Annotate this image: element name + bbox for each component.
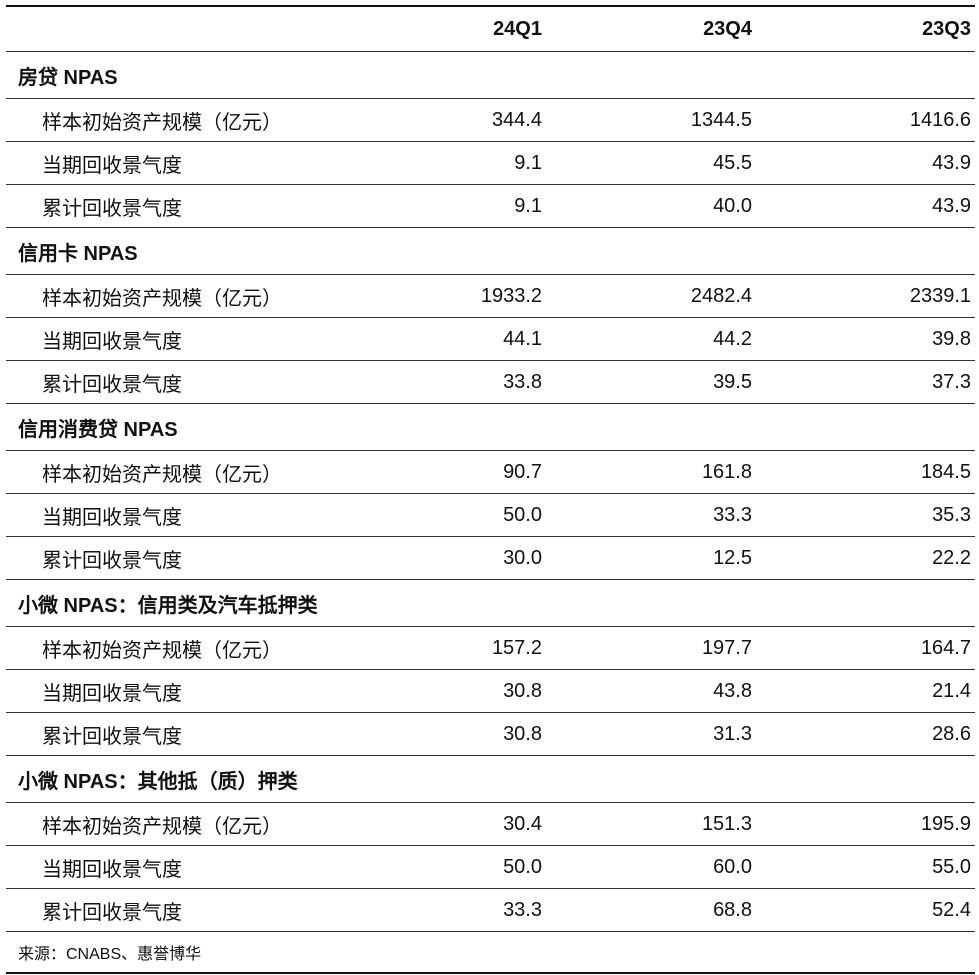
cell-value: 161.8 (546, 450, 756, 494)
column-header: 23Q3 (756, 7, 975, 52)
column-header: 24Q1 (346, 7, 546, 52)
source-note: 来源：CNABS、惠誉博华 (6, 931, 975, 974)
header-blank-cell (6, 7, 346, 52)
row-label: 累计回收景气度 (6, 536, 346, 580)
cell-value: 50.0 (346, 845, 546, 889)
table-row: 样本初始资产规模（亿元） 90.7 161.8 184.5 (6, 450, 975, 494)
cell-value: 151.3 (546, 802, 756, 846)
cell-value: 43.9 (756, 184, 975, 228)
cell-value: 39.8 (756, 317, 975, 361)
row-label: 当期回收景气度 (6, 669, 346, 713)
row-label: 当期回收景气度 (6, 141, 346, 185)
cell-value: 21.4 (756, 669, 975, 713)
section-header-row: 房贷 NPAS (6, 51, 975, 99)
source-row: 来源：CNABS、惠誉博华 (6, 931, 975, 974)
section-header-row: 小微 NPAS：其他抵（质）押类 (6, 755, 975, 803)
table-row: 累计回收景气度 30.0 12.5 22.2 (6, 536, 975, 580)
row-label: 当期回收景气度 (6, 493, 346, 537)
cell-value: 30.8 (346, 712, 546, 756)
cell-value: 197.7 (546, 626, 756, 670)
section-header-row: 信用消费贷 NPAS (6, 403, 975, 451)
cell-value: 12.5 (546, 536, 756, 580)
table-row: 累计回收景气度 33.3 68.8 52.4 (6, 888, 975, 932)
cell-value: 50.0 (346, 493, 546, 537)
cell-value: 31.3 (546, 712, 756, 756)
npas-recovery-table: 24Q1 23Q4 23Q3 房贷 NPAS 样本初始资产规模（亿元） 344.… (6, 7, 975, 974)
cell-value: 33.3 (546, 493, 756, 537)
cell-value: 55.0 (756, 845, 975, 889)
cell-value: 9.1 (346, 184, 546, 228)
section-title: 小微 NPAS：信用类及汽车抵押类 (6, 579, 975, 627)
row-label: 当期回收景气度 (6, 845, 346, 889)
cell-value: 28.6 (756, 712, 975, 756)
section-header-row: 信用卡 NPAS (6, 227, 975, 275)
table-row: 样本初始资产规模（亿元） 344.4 1344.5 1416.6 (6, 98, 975, 142)
row-label: 当期回收景气度 (6, 317, 346, 361)
table-row: 累计回收景气度 33.8 39.5 37.3 (6, 360, 975, 404)
column-header: 23Q4 (546, 7, 756, 52)
row-label: 样本初始资产规模（亿元） (6, 802, 346, 846)
table-row: 样本初始资产规模（亿元） 157.2 197.7 164.7 (6, 626, 975, 670)
table-row: 累计回收景气度 9.1 40.0 43.9 (6, 184, 975, 228)
section-header-row: 小微 NPAS：信用类及汽车抵押类 (6, 579, 975, 627)
table-row: 累计回收景气度 30.8 31.3 28.6 (6, 712, 975, 756)
table-row: 当期回收景气度 50.0 60.0 55.0 (6, 845, 975, 889)
cell-value: 68.8 (546, 888, 756, 932)
section-title: 信用卡 NPAS (6, 227, 975, 275)
cell-value: 90.7 (346, 450, 546, 494)
cell-value: 1416.6 (756, 98, 975, 142)
cell-value: 22.2 (756, 536, 975, 580)
cell-value: 30.0 (346, 536, 546, 580)
cell-value: 1933.2 (346, 274, 546, 318)
row-label: 样本初始资产规模（亿元） (6, 98, 346, 142)
row-label: 样本初始资产规模（亿元） (6, 274, 346, 318)
cell-value: 52.4 (756, 888, 975, 932)
cell-value: 157.2 (346, 626, 546, 670)
cell-value: 2339.1 (756, 274, 975, 318)
table-row: 样本初始资产规模（亿元） 1933.2 2482.4 2339.1 (6, 274, 975, 318)
cell-value: 1344.5 (546, 98, 756, 142)
cell-value: 30.4 (346, 802, 546, 846)
cell-value: 30.8 (346, 669, 546, 713)
cell-value: 2482.4 (546, 274, 756, 318)
cell-value: 43.9 (756, 141, 975, 185)
cell-value: 9.1 (346, 141, 546, 185)
cell-value: 40.0 (546, 184, 756, 228)
table-row: 当期回收景气度 9.1 45.5 43.9 (6, 141, 975, 185)
cell-value: 60.0 (546, 845, 756, 889)
cell-value: 344.4 (346, 98, 546, 142)
row-label: 累计回收景气度 (6, 184, 346, 228)
row-label: 样本初始资产规模（亿元） (6, 450, 346, 494)
header-row: 24Q1 23Q4 23Q3 (6, 7, 975, 52)
cell-value: 45.5 (546, 141, 756, 185)
cell-value: 33.8 (346, 360, 546, 404)
cell-value: 35.3 (756, 493, 975, 537)
cell-value: 33.3 (346, 888, 546, 932)
row-label: 累计回收景气度 (6, 360, 346, 404)
table-row: 当期回收景气度 30.8 43.8 21.4 (6, 669, 975, 713)
row-label: 累计回收景气度 (6, 888, 346, 932)
table-row: 当期回收景气度 44.1 44.2 39.8 (6, 317, 975, 361)
table-row: 样本初始资产规模（亿元） 30.4 151.3 195.9 (6, 802, 975, 846)
cell-value: 195.9 (756, 802, 975, 846)
table-top-rule (6, 5, 975, 7)
cell-value: 39.5 (546, 360, 756, 404)
row-label: 累计回收景气度 (6, 712, 346, 756)
cell-value: 164.7 (756, 626, 975, 670)
row-label: 样本初始资产规模（亿元） (6, 626, 346, 670)
table-row: 当期回收景气度 50.0 33.3 35.3 (6, 493, 975, 537)
cell-value: 44.2 (546, 317, 756, 361)
section-title: 小微 NPAS：其他抵（质）押类 (6, 755, 975, 803)
section-title: 房贷 NPAS (6, 51, 975, 99)
cell-value: 44.1 (346, 317, 546, 361)
section-title: 信用消费贷 NPAS (6, 403, 975, 451)
cell-value: 184.5 (756, 450, 975, 494)
cell-value: 43.8 (546, 669, 756, 713)
cell-value: 37.3 (756, 360, 975, 404)
